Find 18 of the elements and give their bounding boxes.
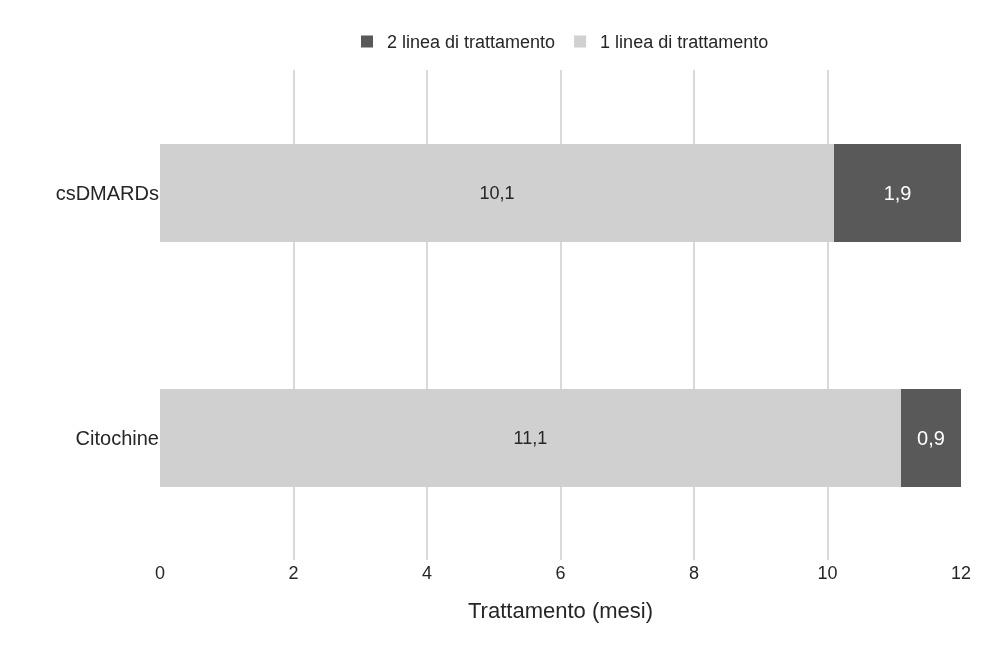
x-tick-label: 4 bbox=[421, 563, 433, 583]
data-label: 0,9 bbox=[917, 426, 945, 449]
x-tick-label: 10 bbox=[817, 563, 838, 583]
x-tick-label: 6 bbox=[555, 563, 566, 583]
x-axis-title: Trattamento (mesi) bbox=[467, 597, 654, 623]
y-tick-label: csDMARDs bbox=[55, 181, 159, 204]
bar bbox=[900, 388, 961, 487]
data-label: 10,1 bbox=[479, 182, 515, 203]
x-tick-label: 0 bbox=[154, 563, 166, 583]
data-label: 1,9 bbox=[883, 181, 912, 204]
x-tick-label: 8 bbox=[688, 563, 700, 583]
legend-label: 1 linea di trattamento bbox=[600, 32, 769, 53]
legend-label: 2 linea di trattamento bbox=[387, 32, 556, 53]
data-label: 11,1 bbox=[513, 427, 548, 448]
bar bbox=[834, 143, 961, 242]
x-tick-label: 2 bbox=[288, 563, 299, 583]
y-tick-label: Citochine bbox=[75, 426, 159, 449]
x-tick-label: 12 bbox=[950, 563, 972, 583]
